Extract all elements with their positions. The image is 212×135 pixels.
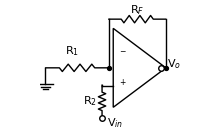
Text: V$_{in}$: V$_{in}$	[107, 116, 124, 130]
Text: R$_2$: R$_2$	[83, 94, 97, 108]
Text: V$_o$: V$_o$	[166, 57, 181, 71]
Text: R$_1$: R$_1$	[65, 44, 79, 58]
Text: R$_F$: R$_F$	[130, 3, 144, 17]
Text: −: −	[119, 48, 126, 57]
Text: +: +	[119, 78, 126, 87]
